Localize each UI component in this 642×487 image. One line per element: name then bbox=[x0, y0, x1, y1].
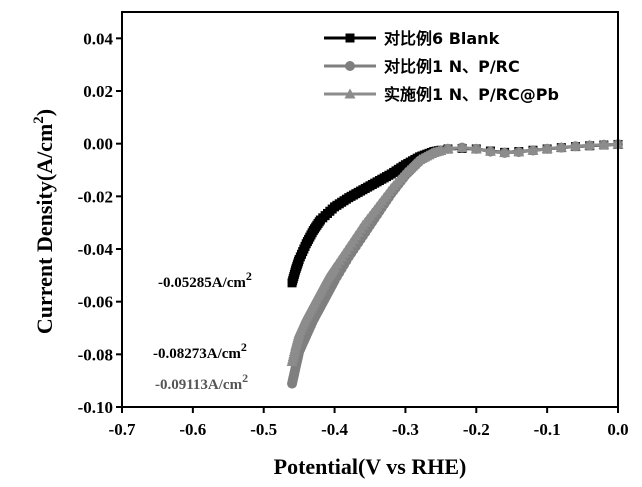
legend-item-1: 对比例1 N、P/RC bbox=[324, 57, 520, 76]
data-point bbox=[470, 143, 482, 154]
y-tick-label: -0.08 bbox=[78, 345, 113, 364]
legend-marker bbox=[345, 61, 355, 71]
data-point bbox=[442, 143, 454, 154]
legend-item-2: 实施例1 N、P/RC@Pb bbox=[324, 85, 559, 104]
y-tick-label: -0.10 bbox=[78, 398, 113, 417]
data-point bbox=[584, 139, 596, 150]
annotation-label: -0.05285A/cm2 bbox=[158, 269, 252, 291]
data-point bbox=[541, 143, 553, 154]
data-point bbox=[598, 139, 610, 150]
legend-marker bbox=[344, 88, 356, 99]
legend-item-0: 对比例6 Blank bbox=[324, 29, 500, 48]
y-tick-label: -0.04 bbox=[78, 240, 114, 259]
annotation-label: -0.09113A/cm2 bbox=[155, 371, 248, 393]
data-point bbox=[527, 144, 539, 155]
axes: -0.7 -0.6 -0.5 -0.4 -0.3 -0.2 -0.1 0.0 0.04 0.02 0… bbox=[78, 11, 629, 439]
x-tick-label: -0.5 bbox=[250, 420, 277, 439]
annotation-layer: -0.05285A/cm2 -0.08273A/cm2 -0.09113A/cm2 bbox=[153, 269, 252, 393]
legend-label: 对比例1 N、P/RC bbox=[384, 57, 520, 76]
x-tick-label: -0.3 bbox=[392, 420, 419, 439]
y-tick-label: 0.00 bbox=[83, 135, 113, 154]
data-point bbox=[499, 147, 511, 158]
data-point bbox=[484, 145, 496, 156]
x-tick-label: -0.7 bbox=[109, 420, 136, 439]
legend: 对比例6 Blank 对比例1 N、P/RC 实施例1 N、P/RC@Pb bbox=[324, 29, 559, 104]
x-tick-label: 0.0 bbox=[607, 420, 628, 439]
legend-label: 对比例6 Blank bbox=[384, 29, 500, 48]
y-tick-label: -0.02 bbox=[78, 187, 113, 206]
annotation-label: -0.08273A/cm2 bbox=[153, 340, 247, 362]
series-2 bbox=[286, 138, 624, 367]
legend-marker bbox=[345, 33, 355, 43]
y-tick-label: 0.04 bbox=[83, 29, 113, 48]
data-point bbox=[513, 146, 525, 157]
x-axis-label: Potential(V vs RHE) bbox=[274, 454, 467, 479]
x-tick-label: -0.2 bbox=[463, 420, 490, 439]
y-tick-label: 0.02 bbox=[83, 82, 113, 101]
series-layer bbox=[286, 138, 624, 389]
plot-frame bbox=[121, 11, 619, 408]
data-point bbox=[569, 140, 581, 151]
data-point bbox=[456, 142, 468, 153]
legend-label: 实施例1 N、P/RC@Pb bbox=[384, 85, 559, 104]
x-tick-label: -0.6 bbox=[179, 420, 206, 439]
x-tick-label: -0.1 bbox=[534, 420, 561, 439]
data-point bbox=[555, 141, 567, 152]
y-axis-label: Current Density(A/cm2) bbox=[31, 109, 57, 334]
x-tick-label: -0.4 bbox=[321, 420, 348, 439]
y-tick-label: -0.06 bbox=[78, 293, 113, 312]
